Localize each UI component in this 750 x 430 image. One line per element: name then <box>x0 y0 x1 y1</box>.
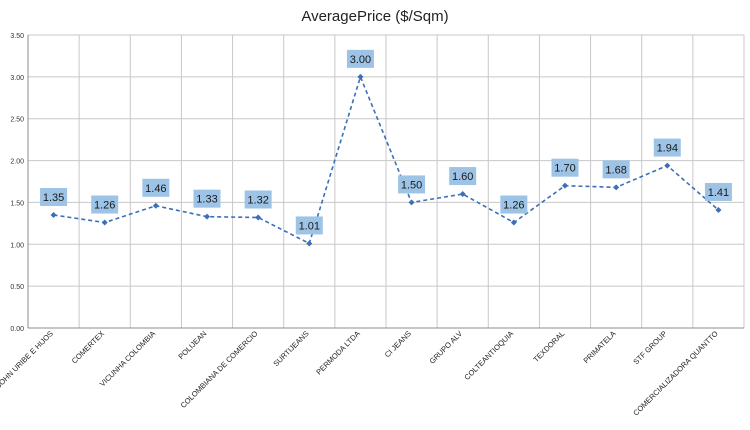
chart-title: AveragePrice ($/Sqm) <box>301 8 449 25</box>
x-tick-label: VICUNHA COLOMBIA <box>98 329 157 388</box>
series-line <box>53 74 719 245</box>
data-label: 1.01 <box>299 220 320 232</box>
data-label-box <box>602 160 630 179</box>
y-tick-label: 3.00 <box>10 75 24 82</box>
y-tick-label: 3.50 <box>10 33 24 40</box>
data-label: 1.26 <box>503 200 524 212</box>
y-tick-label: 0.00 <box>10 326 24 333</box>
x-tick-label: GRUPO ALV <box>428 329 465 366</box>
data-label-box <box>40 187 68 206</box>
y-tick-label: 1.50 <box>10 200 24 207</box>
data-label-box <box>449 167 477 186</box>
x-tick-label: SURTIJEANS <box>271 329 310 368</box>
data-label-box <box>704 182 732 201</box>
data-point <box>50 211 57 218</box>
x-tick-label: CI JEANS <box>383 329 413 359</box>
x-tick-label: COMERTEX <box>70 329 106 365</box>
data-point <box>306 240 313 247</box>
data-point <box>510 219 517 226</box>
data-label: 1.41 <box>708 187 729 199</box>
x-tick-label: STF GROUP <box>631 329 668 366</box>
data-point <box>255 214 262 221</box>
data-point <box>562 182 568 189</box>
data-point <box>613 184 620 191</box>
x-tick-label: JOHN URIBE E HIJOS <box>0 329 55 390</box>
y-tick-label: 0.50 <box>10 284 24 291</box>
y-tick-label: 2.00 <box>10 159 24 166</box>
x-tick-label: POLIJEAN <box>176 329 208 361</box>
data-label-box <box>244 190 272 209</box>
data-point <box>715 206 722 213</box>
data-label-box <box>193 189 221 208</box>
data-label-box <box>142 178 170 197</box>
data-label-box <box>500 195 528 214</box>
data-label-box <box>346 49 374 68</box>
data-point <box>204 213 210 220</box>
data-label: 1.33 <box>196 194 217 206</box>
x-tick-label: PRIMATELA <box>582 329 618 365</box>
data-label: 1.35 <box>43 192 64 204</box>
x-tick-label: TEXDORAL <box>531 329 566 364</box>
x-tick-label: COMERCIALIZADORA QUANTTO <box>631 329 720 418</box>
data-point <box>357 73 364 80</box>
data-label: 1.68 <box>605 164 626 176</box>
data-label-box <box>551 158 579 177</box>
data-label: 1.60 <box>452 171 473 183</box>
data-label: 1.50 <box>401 179 422 191</box>
data-point <box>152 202 159 209</box>
data-label: 3.00 <box>350 54 371 66</box>
data-label-box <box>398 175 426 194</box>
data-point <box>101 219 108 226</box>
data-label: 1.70 <box>554 163 575 175</box>
data-point <box>664 162 671 169</box>
y-tick-label: 2.50 <box>10 117 24 124</box>
data-label: 1.46 <box>145 183 166 195</box>
data-point <box>459 191 466 198</box>
x-tick-label: PERMODA LTDA <box>314 329 362 377</box>
data-point <box>408 199 415 206</box>
data-label-box <box>295 216 323 235</box>
y-tick-label: 1.00 <box>10 242 24 249</box>
data-label: 1.26 <box>94 200 115 212</box>
x-tick-label: COLTEANTIOQUIA <box>462 329 515 382</box>
data-label-box <box>653 138 681 157</box>
data-label: 1.32 <box>247 194 268 206</box>
data-label-box <box>91 195 119 214</box>
data-label: 1.94 <box>657 143 678 155</box>
